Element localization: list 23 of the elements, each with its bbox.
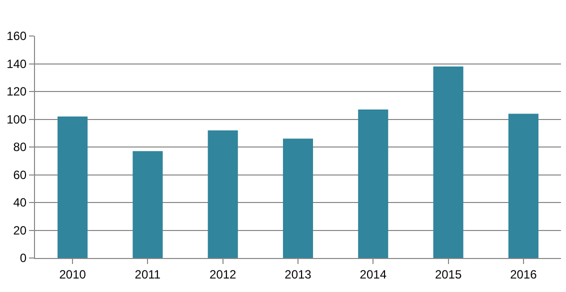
y-tick-label: 140 (6, 56, 27, 71)
y-tick-label: 20 (13, 223, 27, 238)
x-tick-label: 2013 (284, 267, 312, 282)
y-tick-label: 160 (6, 29, 27, 44)
y-tick-label: 60 (13, 168, 27, 182)
bar (58, 116, 88, 258)
bar (508, 114, 538, 258)
bar (208, 130, 238, 258)
x-tick-label: 2011 (134, 267, 161, 282)
x-tick-label: 2015 (434, 267, 462, 282)
y-tick-label: 40 (13, 196, 27, 210)
x-tick-label: 2016 (510, 267, 538, 282)
bar (132, 151, 163, 258)
x-tick-label: 2010 (59, 267, 86, 282)
x-tick-label: 2014 (360, 267, 387, 282)
bar (282, 138, 314, 258)
y-tick-label: 0 (20, 251, 27, 266)
y-tick-label: 120 (6, 84, 27, 99)
bar (358, 110, 388, 258)
y-tick-label: 100 (6, 112, 27, 126)
bar (433, 66, 464, 258)
x-tick-label: 2012 (210, 267, 237, 282)
y-tick-label: 80 (13, 140, 27, 154)
